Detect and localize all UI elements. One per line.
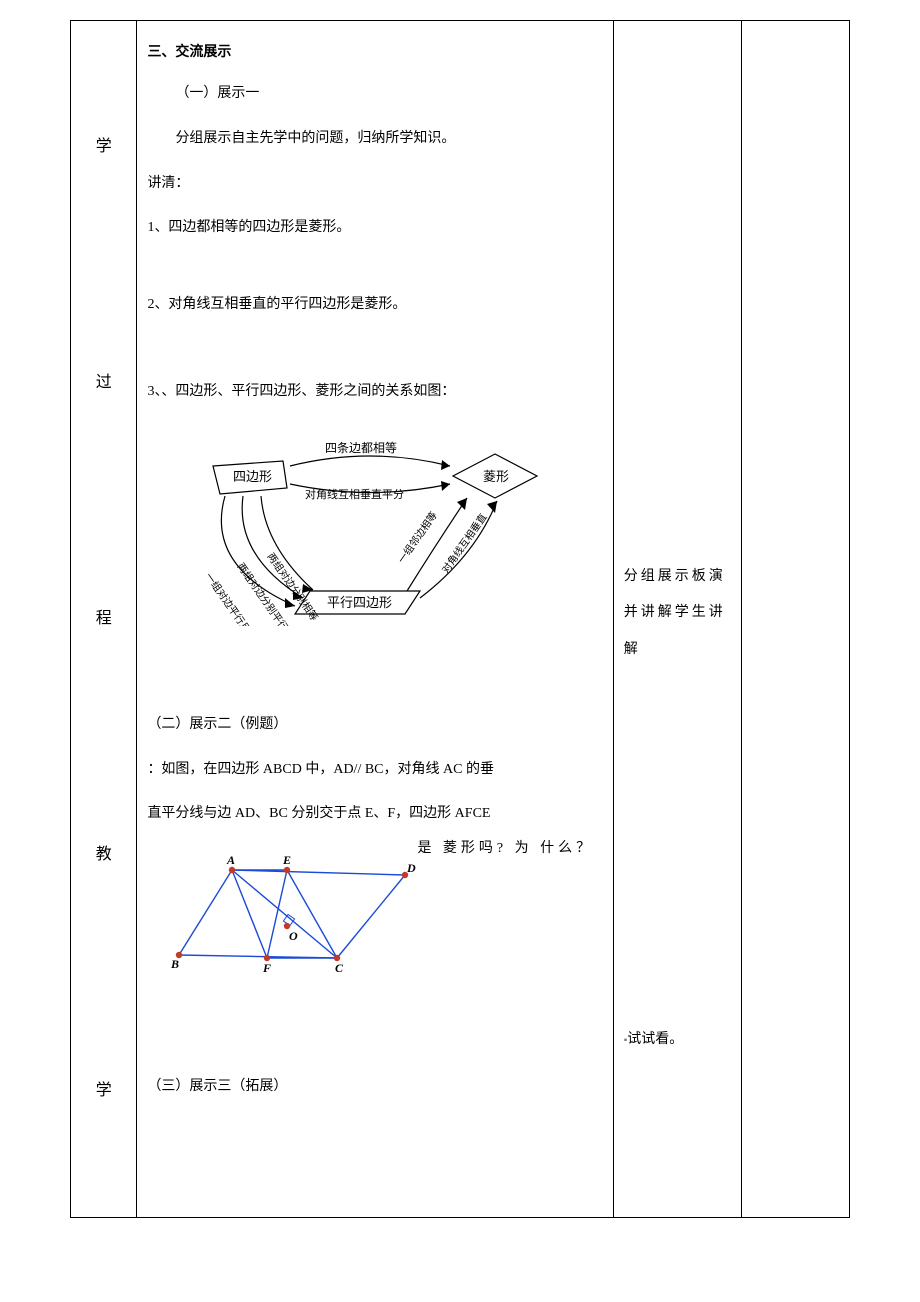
svg-text:D: D (406, 861, 416, 875)
svg-text:E: E (282, 853, 291, 867)
svg-text:O: O (289, 929, 298, 943)
section-title: 三、交流展示 (147, 41, 602, 61)
left-char-3: 程 (96, 591, 112, 647)
left-vertical-label: 学 过 程 教 学 (81, 29, 126, 1209)
d1-rhombus-label: 菱形 (483, 469, 509, 484)
svg-text:A: A (226, 853, 235, 867)
d1-top-arrow-label: 四条边都相等 (325, 441, 397, 455)
svg-text:F: F (262, 961, 271, 975)
notes-column: 分组展示板演并讲解学生讲解 ▪试试看。 (613, 21, 742, 1218)
left-char-2: 过 (96, 355, 112, 411)
item1: 1、四边都相等的四边形是菱形。 (147, 213, 602, 244)
left-column: 学 过 程 教 学 (71, 21, 137, 1218)
item3: 3、、四边形、平行四边形、菱形之间的关系如图： (147, 377, 602, 408)
empty-column (742, 21, 850, 1218)
d1-para-label: 平行四边形 (327, 595, 392, 610)
d1-quad-label: 四边形 (233, 469, 272, 484)
left-char-5: 学 (96, 1063, 112, 1119)
relation-diagram: 四边形 菱形 四条边都相等 对角线互相垂直平分 (147, 426, 602, 626)
svg-text:C: C (335, 961, 344, 975)
d1-ru1: 一组邻边相等 (395, 509, 440, 566)
note-block2: 试试看。 (627, 1032, 683, 1047)
item2: 2、对角线互相垂直的平行四边形是菱形。 (147, 290, 602, 321)
sub3-heading: （三）展示三（拓展） (147, 1072, 602, 1103)
svg-text:B: B (170, 957, 179, 971)
lesson-table: 学 过 程 教 学 三、交流展示 （一）展示一 分组展示自主先学中的问题，归纳所… (70, 20, 850, 1218)
d1-ru2: 对角线互相垂直 (439, 511, 490, 576)
left-char-4: 教 (96, 827, 112, 883)
d1-mid-arrow-label: 对角线互相垂直平分 (305, 487, 404, 501)
example-l2: 直平分线与边 AD、BC 分别交于点 E、F，四边形 AFCE (147, 799, 602, 830)
sub1-line: 分组展示自主先学中的问题，归纳所学知识。 (147, 124, 602, 155)
jiangqing: 讲清： (147, 169, 602, 200)
example-figure-row: A E D B F C O 是 菱形吗? 为 什么？ (147, 834, 602, 1003)
content-column: 三、交流展示 （一）展示一 分组展示自主先学中的问题，归纳所学知识。 讲清： 1… (137, 21, 613, 1218)
geometry-diagram: A E D B F C O (167, 850, 417, 975)
example-l1: ：如图，在四边形 ABCD 中，AD// BC，对角线 AC 的垂 (147, 755, 602, 786)
left-char-1: 学 (96, 119, 112, 175)
note-block1: 分组展示板演并讲解学生讲解 (624, 559, 732, 668)
sub1-heading: （一）展示一 (147, 79, 602, 110)
sub2-heading: （二）展示二（例题） (147, 710, 602, 741)
example-wrap-text: 是 菱形吗? 为 什么？ (417, 834, 602, 865)
